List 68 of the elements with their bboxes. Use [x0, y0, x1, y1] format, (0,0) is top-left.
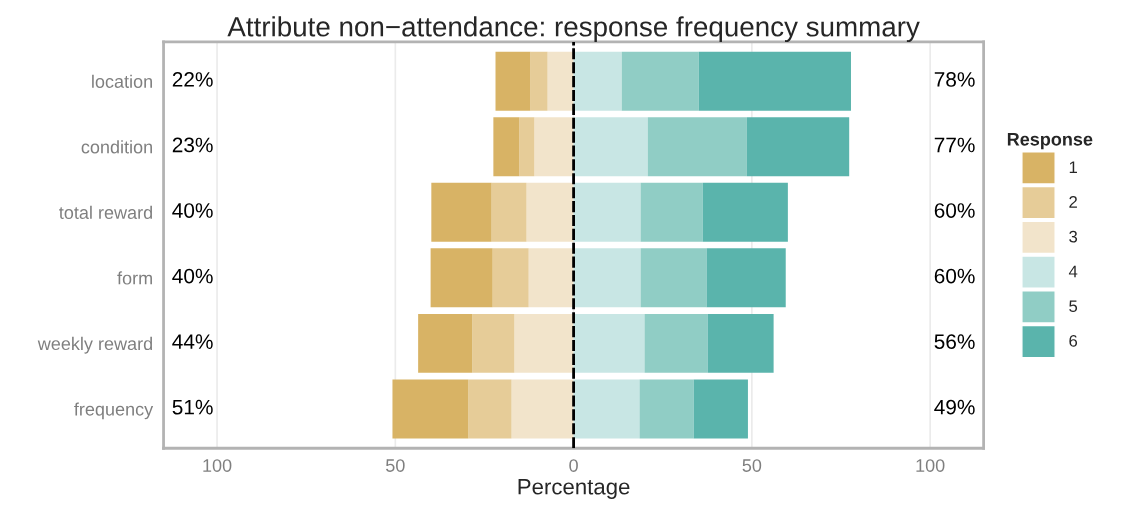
- bar: [547, 51, 574, 111]
- bar: [621, 51, 699, 111]
- bar: [573, 379, 640, 439]
- legend-title: Response: [1007, 133, 1093, 150]
- annotation: 44%: [172, 334, 213, 349]
- legend-label: 1: [1069, 161, 1077, 173]
- annotation: 23%: [172, 137, 213, 153]
- annotation: 60%: [934, 268, 975, 284]
- bar: [526, 182, 574, 242]
- bar: [746, 117, 850, 177]
- bar: [693, 379, 748, 439]
- x-tick-label: 100: [203, 459, 232, 472]
- annotation: 40%: [172, 268, 213, 284]
- bar: [472, 313, 515, 373]
- bar: [573, 313, 645, 373]
- x-tick-label: 50: [742, 459, 762, 472]
- bar: [468, 379, 512, 439]
- y-tick-label: location: [92, 74, 152, 88]
- bar: [644, 313, 708, 373]
- bar: [639, 379, 694, 439]
- bar: [702, 182, 788, 242]
- bar: [491, 182, 527, 242]
- bar: [640, 248, 707, 308]
- bar: [640, 182, 703, 242]
- annotation: 49%: [934, 399, 975, 415]
- annotation: 77%: [934, 137, 975, 153]
- bar: [573, 51, 622, 111]
- bar: [392, 379, 469, 439]
- annotation: 78%: [934, 72, 975, 87]
- bar: [534, 117, 574, 177]
- legend-label: 4: [1068, 265, 1078, 278]
- legend-label: 2: [1069, 196, 1077, 208]
- legend-label: 3: [1069, 230, 1078, 243]
- x-tick-label: 100: [916, 459, 945, 472]
- x-axis-title: Percentage: [518, 479, 630, 499]
- bar: [418, 313, 473, 373]
- bar: [530, 51, 548, 111]
- annotation: 51%: [172, 399, 213, 415]
- x-tick-label: 0: [569, 459, 578, 472]
- bar: [573, 117, 648, 177]
- legend-label: 6: [1069, 335, 1078, 347]
- bar: [495, 51, 531, 111]
- bar: [707, 313, 774, 373]
- y-tick-label: weekly reward: [37, 336, 152, 354]
- y-tick-label: condition: [81, 140, 152, 154]
- legend-label: 5: [1069, 300, 1078, 313]
- annotation: 56%: [934, 334, 975, 349]
- y-tick-label: frequency: [74, 402, 154, 420]
- y-tick-label: total reward: [59, 205, 152, 220]
- bar: [573, 182, 641, 242]
- bar: [706, 248, 786, 308]
- x-tick-label: 50: [386, 459, 405, 472]
- bar: [511, 379, 574, 439]
- y-tick-label: form: [117, 271, 152, 285]
- bar: [430, 248, 493, 308]
- bar: [647, 117, 747, 177]
- bar: [698, 51, 851, 111]
- bar: [519, 117, 535, 177]
- bar: [431, 182, 492, 242]
- bar: [492, 248, 529, 308]
- bar: [528, 248, 574, 308]
- annotation: 60%: [934, 203, 975, 218]
- chart-title: Attribute non−attendance: response frequency summary: [227, 16, 920, 43]
- annotation: 40%: [172, 203, 213, 218]
- bar: [514, 313, 574, 373]
- annotation: 22%: [172, 72, 213, 87]
- bar: [573, 248, 641, 308]
- bar: [493, 117, 520, 177]
